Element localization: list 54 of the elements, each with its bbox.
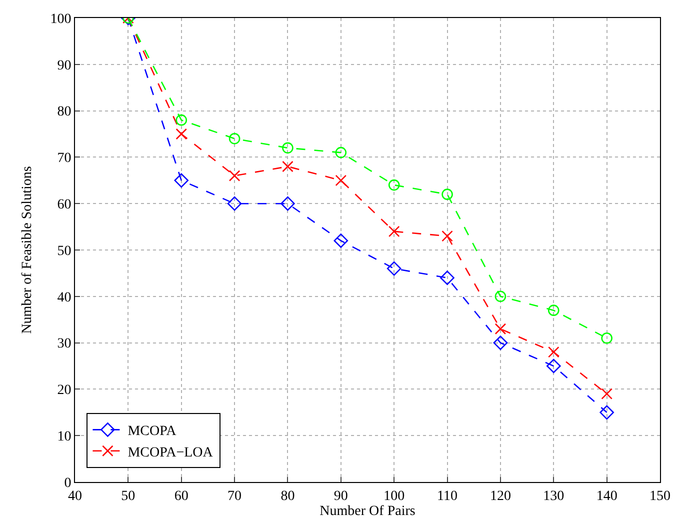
point — [282, 160, 294, 172]
point — [174, 173, 189, 188]
y-tick-label: 60 — [57, 198, 72, 212]
point — [176, 114, 188, 126]
point — [176, 128, 188, 140]
point — [442, 188, 453, 200]
point — [228, 170, 240, 182]
x-tick-label: 130 — [543, 488, 564, 504]
y-tick-label: 30 — [57, 336, 72, 352]
point — [334, 234, 348, 248]
x-tick-label: 50 — [121, 488, 136, 504]
y-tick-label: 90 — [57, 58, 72, 74]
y-tick-label: 20 — [57, 383, 72, 398]
y-tick-label: 0 — [64, 476, 72, 491]
point — [280, 196, 295, 211]
x-tick-label: 100 — [384, 488, 405, 504]
point — [546, 358, 561, 374]
x-tick-label: 70 — [228, 488, 242, 504]
x-tick-label: 40 — [68, 488, 82, 504]
point — [282, 142, 294, 154]
x-tick-label: 140 — [596, 488, 618, 504]
y-tick-label: 40 — [57, 290, 72, 306]
legend-label: MCOPA−LOA — [128, 445, 214, 460]
point — [388, 179, 400, 191]
point — [494, 290, 506, 302]
x-axis-title: Number Of Pairs — [320, 504, 416, 520]
point — [227, 196, 242, 211]
point — [386, 261, 402, 276]
point — [548, 304, 560, 316]
x-tick-label: 120 — [490, 488, 511, 504]
x-tick-label: 60 — [174, 488, 188, 504]
point — [228, 132, 240, 144]
y-tick-label: 10 — [57, 430, 72, 444]
x-tick-label: 80 — [280, 488, 295, 504]
y-axis-title: Number of Feasible Solutions — [20, 166, 35, 334]
point — [335, 146, 347, 158]
point — [601, 332, 612, 344]
x-tick-label: 150 — [650, 488, 670, 504]
point — [388, 226, 400, 238]
y-tick-label: 70 — [57, 151, 72, 166]
point — [494, 323, 506, 335]
point — [548, 346, 560, 358]
legend-label: MCOPA — [128, 424, 178, 440]
point — [442, 230, 453, 242]
y-tick-label: 80 — [57, 104, 72, 120]
y-tick-label: 50 — [57, 244, 72, 259]
y-tick-label: 100 — [50, 12, 72, 27]
point — [601, 388, 612, 400]
x-tick-label: 110 — [437, 488, 458, 504]
point — [600, 405, 614, 420]
point — [440, 270, 454, 285]
point — [493, 336, 508, 350]
x-tick-label: 90 — [334, 488, 348, 504]
point — [335, 174, 347, 186]
